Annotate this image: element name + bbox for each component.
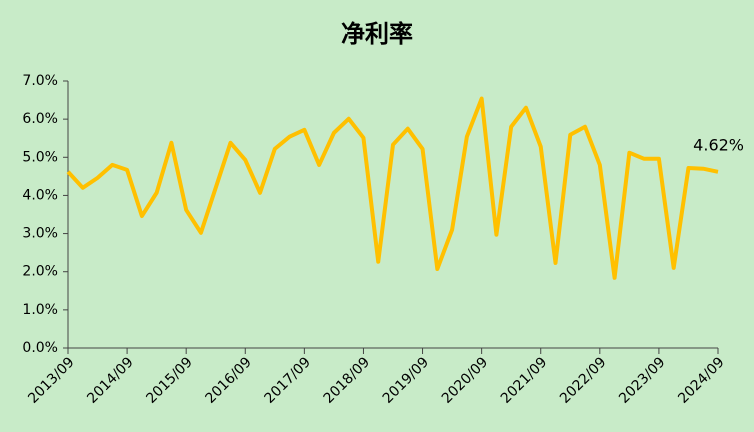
y-tick-label: 2.0% [22,264,58,280]
chart-title: 净利率 [341,20,413,48]
line-series [66,96,719,280]
data-label: 4.62% [693,135,744,154]
y-tick-label: 3.0% [22,226,58,242]
y-tick-label: 0.0% [22,340,58,356]
y-tick-label: 1.0% [22,302,58,318]
y-tick-label: 7.0% [22,73,58,89]
y-tick-label: 4.0% [22,187,58,203]
y-tick-label: 6.0% [22,111,58,127]
y-tick-label: 5.0% [22,149,58,165]
